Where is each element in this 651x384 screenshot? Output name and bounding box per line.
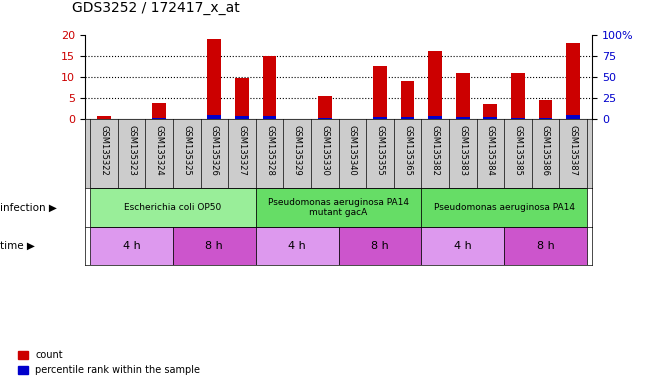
Bar <box>235 78 249 119</box>
Bar <box>538 100 553 119</box>
Bar <box>511 118 525 119</box>
Text: infection ▶: infection ▶ <box>0 202 57 212</box>
Legend: count, percentile rank within the sample: count, percentile rank within the sample <box>18 351 201 375</box>
Text: 8 h: 8 h <box>206 241 223 251</box>
Text: GSM135365: GSM135365 <box>403 124 412 175</box>
Text: GSM135329: GSM135329 <box>293 124 301 175</box>
Bar <box>339 227 421 265</box>
Text: GSM135355: GSM135355 <box>376 124 384 175</box>
Bar <box>373 117 387 119</box>
Bar <box>208 39 221 119</box>
Bar <box>235 116 249 119</box>
Bar <box>318 118 331 119</box>
Text: GSM135324: GSM135324 <box>155 124 163 175</box>
Bar <box>208 115 221 119</box>
Bar <box>256 188 421 227</box>
Bar <box>428 51 442 119</box>
Text: 8 h: 8 h <box>371 241 389 251</box>
Text: 8 h: 8 h <box>536 241 555 251</box>
Bar <box>566 115 580 119</box>
Text: GSM135386: GSM135386 <box>541 124 550 175</box>
Bar <box>262 116 277 119</box>
Bar <box>421 227 504 265</box>
Bar <box>318 96 331 119</box>
Bar <box>90 188 256 227</box>
Text: GSM135327: GSM135327 <box>238 124 247 175</box>
Text: Pseudomonas aeruginosa PA14: Pseudomonas aeruginosa PA14 <box>434 203 575 212</box>
Text: GSM135387: GSM135387 <box>568 124 577 175</box>
Bar <box>90 227 173 265</box>
Text: GSM135326: GSM135326 <box>210 124 219 175</box>
Bar <box>504 227 587 265</box>
Bar <box>373 66 387 119</box>
Bar <box>484 104 497 119</box>
Bar <box>538 118 553 119</box>
Text: GSM135322: GSM135322 <box>100 124 109 175</box>
Bar <box>173 227 256 265</box>
Bar <box>456 73 469 119</box>
Text: GSM135340: GSM135340 <box>348 124 357 175</box>
Bar <box>152 118 166 119</box>
Bar <box>456 116 469 119</box>
Text: GSM135323: GSM135323 <box>127 124 136 175</box>
Bar <box>511 73 525 119</box>
Text: GSM135325: GSM135325 <box>182 124 191 175</box>
Text: GSM135385: GSM135385 <box>514 124 522 175</box>
Bar <box>421 188 587 227</box>
Text: 4 h: 4 h <box>122 241 141 251</box>
Text: GSM135384: GSM135384 <box>486 124 495 175</box>
Text: GSM135383: GSM135383 <box>458 124 467 175</box>
Text: Escherichia coli OP50: Escherichia coli OP50 <box>124 203 221 212</box>
Bar <box>152 103 166 119</box>
Text: 4 h: 4 h <box>288 241 306 251</box>
Bar <box>428 116 442 119</box>
Text: Pseudomonas aeruginosa PA14
mutant gacA: Pseudomonas aeruginosa PA14 mutant gacA <box>268 198 409 217</box>
Text: GDS3252 / 172417_x_at: GDS3252 / 172417_x_at <box>72 2 240 15</box>
Bar <box>262 56 277 119</box>
Text: GSM135328: GSM135328 <box>265 124 274 175</box>
Text: 4 h: 4 h <box>454 241 471 251</box>
Text: GSM135330: GSM135330 <box>320 124 329 175</box>
Text: GSM135382: GSM135382 <box>430 124 439 175</box>
Text: time ▶: time ▶ <box>0 241 35 251</box>
Bar <box>256 227 339 265</box>
Bar <box>566 43 580 119</box>
Bar <box>484 117 497 119</box>
Bar <box>97 116 111 119</box>
Bar <box>400 117 415 119</box>
Bar <box>400 81 415 119</box>
